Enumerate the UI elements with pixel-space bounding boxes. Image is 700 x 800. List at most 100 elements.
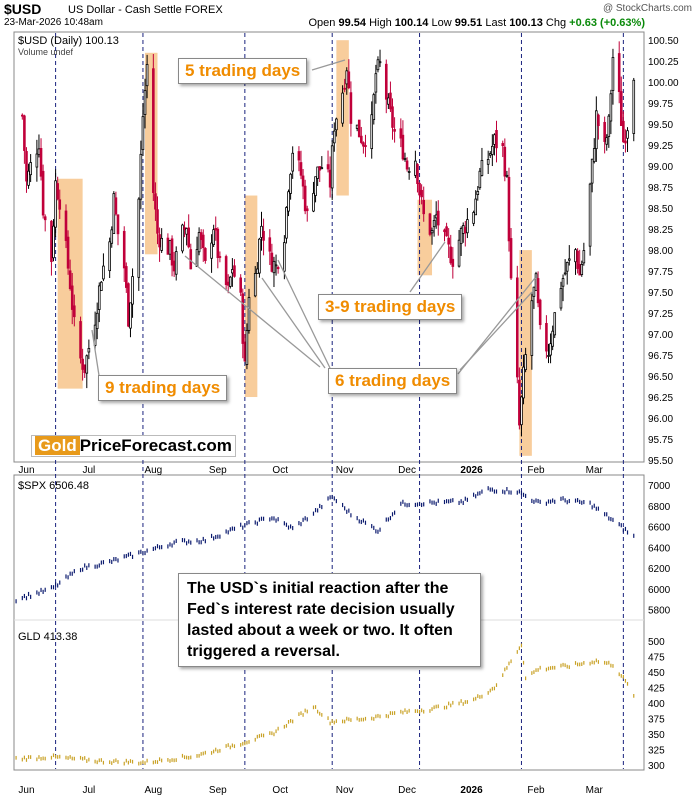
usd-candle-169 bbox=[507, 167, 511, 252]
bottom-x-tick-8: 2026 bbox=[460, 785, 483, 796]
spx-y-tick-2: 6000 bbox=[648, 585, 671, 596]
usd-candle-159 bbox=[478, 167, 482, 190]
usd-candle-158 bbox=[476, 186, 480, 201]
usd-candle-17 bbox=[66, 230, 70, 275]
usd-candle-89 bbox=[274, 254, 278, 276]
usd-candle-180 bbox=[538, 298, 542, 330]
high-value: 100.14 bbox=[394, 17, 429, 29]
usd-candle-28 bbox=[97, 282, 101, 323]
usd-candle-177 bbox=[532, 286, 536, 309]
spx-series bbox=[15, 486, 635, 604]
usd-candle-190 bbox=[567, 245, 571, 266]
usd-candle-36 bbox=[122, 226, 126, 282]
usd-candle-200 bbox=[597, 113, 600, 140]
usd-y-tick-17: 99.50 bbox=[648, 120, 673, 131]
arrow-8 bbox=[457, 277, 536, 375]
usd-candle-35 bbox=[116, 214, 120, 246]
usd-candle-43 bbox=[141, 103, 145, 156]
arrow-5 bbox=[261, 277, 326, 369]
low-label: Low bbox=[431, 17, 452, 29]
usd-candle-102 bbox=[314, 176, 317, 203]
usd-candle-175 bbox=[524, 347, 527, 373]
gld-y-tick-1: 300 bbox=[648, 761, 665, 772]
usd-candle-18 bbox=[68, 259, 72, 291]
usd-candle-75 bbox=[233, 259, 236, 278]
usd-candle-103 bbox=[316, 166, 319, 187]
usd-candle-171 bbox=[515, 265, 519, 384]
usd-candle-15 bbox=[58, 189, 62, 219]
usd-y-tick-12: 98.25 bbox=[648, 225, 673, 236]
usd-candle-50 bbox=[160, 228, 163, 253]
usd-x-tick-6: Nov bbox=[336, 465, 354, 476]
usd-candle-25 bbox=[87, 339, 91, 360]
usd-candle-149 bbox=[449, 234, 453, 265]
highlight-zone-5 bbox=[417, 199, 433, 276]
usd-candle-85 bbox=[262, 218, 265, 256]
usd-y-tick-15: 99.00 bbox=[648, 162, 673, 173]
usd-candle-80 bbox=[247, 288, 251, 334]
usd-candle-22 bbox=[81, 348, 84, 381]
usd-candle-194 bbox=[580, 260, 584, 277]
usd-candle-201 bbox=[603, 116, 606, 154]
bottom-x-tick-9: Feb bbox=[527, 785, 545, 796]
usd-candle-105 bbox=[320, 156, 324, 170]
usd-candle-176 bbox=[530, 293, 534, 370]
usd-candle-24 bbox=[85, 354, 89, 389]
usd-candle-42 bbox=[139, 140, 143, 210]
usd-candle-140 bbox=[422, 186, 426, 222]
axes: 95.50 95.75 96.00 96.25 96.50 96.75 97.00 97.25… bbox=[18, 36, 679, 796]
usd-candle-20 bbox=[73, 294, 76, 327]
gld-panel-title: GLD 413.38 bbox=[18, 631, 77, 643]
arrow-2 bbox=[91, 329, 101, 383]
usd-candle-6 bbox=[35, 139, 39, 182]
usd-candle-122 bbox=[372, 92, 376, 125]
usd-candle-32 bbox=[110, 226, 114, 248]
arrow-3 bbox=[409, 241, 446, 293]
bottom-x-tick-6: Nov bbox=[336, 785, 354, 796]
chg-value: +0.63 (+0.63%) bbox=[569, 17, 645, 29]
bottom-x-tick-4: Sep bbox=[209, 785, 227, 796]
usd-candle-34 bbox=[114, 191, 118, 216]
usd-y-tick-21: 100.50 bbox=[648, 36, 679, 47]
usd-candle-137 bbox=[416, 163, 419, 193]
usd-candle-209 bbox=[624, 129, 627, 153]
bottom-x-tick-7: Dec bbox=[398, 785, 416, 796]
bottom-x-tick-3: Aug bbox=[144, 785, 162, 796]
usd-candle-73 bbox=[228, 275, 232, 289]
usd-candle-44 bbox=[143, 78, 147, 129]
usd-y-tick-5: 96.50 bbox=[648, 372, 673, 383]
usd-candle-198 bbox=[592, 138, 596, 164]
usd-candle-117 bbox=[357, 119, 361, 138]
annotation-3-9-days: 3-9 trading days bbox=[318, 294, 463, 320]
usd-candle-205 bbox=[611, 48, 615, 105]
usd-candle-98 bbox=[301, 169, 305, 200]
usd-candle-3 bbox=[25, 147, 28, 193]
usd-y-tick-19: 100.00 bbox=[648, 78, 679, 89]
usd-candle-14 bbox=[56, 176, 59, 201]
usd-y-tick-8: 97.25 bbox=[648, 309, 673, 320]
usd-candle-101 bbox=[312, 181, 315, 213]
usd-y-tick-4: 96.25 bbox=[648, 393, 673, 404]
bottom-x-tick-10: Mar bbox=[586, 785, 604, 796]
symbol: $USD bbox=[4, 1, 42, 17]
usd-candle-173 bbox=[520, 395, 523, 437]
usd-candle-8 bbox=[39, 138, 43, 181]
usd-candle-148 bbox=[447, 228, 450, 258]
usd-candle-178 bbox=[534, 271, 538, 291]
chart-canvas: 95.50 95.75 96.00 96.25 96.50 96.75 97.00 97.25… bbox=[13, 31, 679, 796]
usd-candle-186 bbox=[559, 281, 563, 311]
usd-candle-16 bbox=[64, 204, 68, 249]
high-label: High bbox=[369, 17, 392, 29]
usd-candle-167 bbox=[503, 138, 507, 182]
usd-candles bbox=[21, 41, 636, 437]
usd-candle-163 bbox=[491, 134, 494, 167]
usd-candle-106 bbox=[326, 150, 330, 173]
last-value: 100.13 bbox=[509, 17, 543, 29]
usd-candle-108 bbox=[330, 140, 334, 200]
usd-candle-114 bbox=[347, 59, 351, 90]
usd-candle-77 bbox=[241, 288, 245, 359]
brand[interactable]: @ StockCharts.com bbox=[602, 3, 692, 14]
usd-candle-64 bbox=[201, 229, 205, 262]
spx-y-tick-5: 6600 bbox=[648, 523, 671, 534]
usd-candle-170 bbox=[509, 228, 513, 280]
